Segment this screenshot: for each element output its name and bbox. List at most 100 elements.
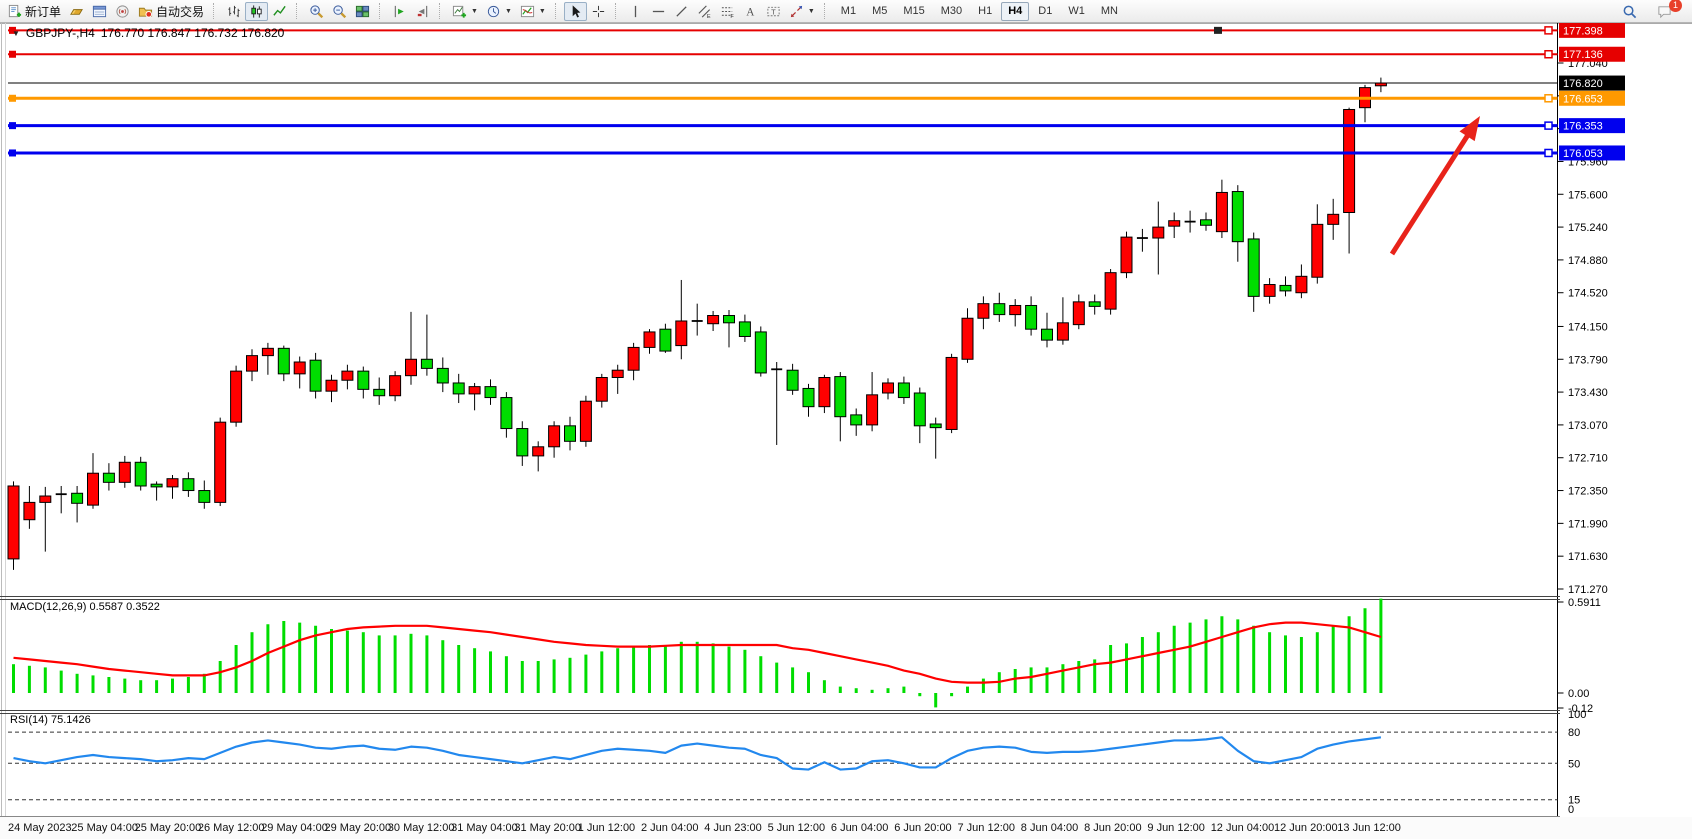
price-tag xyxy=(1559,145,1625,161)
symbol-dropdown-icon[interactable]: ▼ xyxy=(12,28,20,38)
candle xyxy=(866,394,879,426)
toolbar-button-indicators[interactable]: ▼ xyxy=(516,2,550,21)
price-tick-label: 172.710 xyxy=(1568,453,1608,465)
price-tag xyxy=(1559,118,1625,134)
price-tick-label: 171.990 xyxy=(1568,518,1608,530)
toolbar-button-trend-line[interactable] xyxy=(670,2,693,21)
chevron-down-icon[interactable]: ▼ xyxy=(538,7,546,15)
toolbar: 新订单 自动交易 ▼ ▼ ▼ E F A T ▼ M1 M5 M15 M30 H1 H4 D1 W1 MN 1 xyxy=(0,0,1692,23)
market-watch-icon xyxy=(70,8,83,15)
toolbar-button-candle-chart[interactable] xyxy=(245,1,269,21)
candle xyxy=(1041,328,1053,341)
toolbar-button-text[interactable]: A xyxy=(739,2,762,21)
timeframe-D1[interactable]: D1 xyxy=(1038,4,1053,17)
toolbar-button-crosshair[interactable] xyxy=(587,2,610,21)
hline-handle-left[interactable] xyxy=(9,94,16,102)
hline-handle-right[interactable] xyxy=(1544,26,1553,35)
toolbar-group-objects: ▼ ▼ ▼ xyxy=(448,0,550,22)
time-axis-label: 6 Jun 04:00 xyxy=(831,822,889,834)
hline-handle-left[interactable] xyxy=(9,149,16,157)
notification-badge: 1 xyxy=(1669,0,1682,12)
toolbar-button-notifications[interactable]: 1 xyxy=(1653,0,1682,21)
candle xyxy=(1295,275,1308,294)
horizontal-line-icon xyxy=(652,10,664,12)
toolbar-button-new-chart[interactable]: ▼ xyxy=(448,2,482,21)
toolbar-button-text-label[interactable]: T xyxy=(762,2,785,21)
text-icon: A xyxy=(746,6,755,18)
hline-handle-right[interactable] xyxy=(1544,94,1553,103)
time-axis-label: 5 Jun 12:00 xyxy=(768,822,826,834)
candle xyxy=(150,483,163,488)
price-tick-label: 172.350 xyxy=(1568,486,1608,498)
toolbar-button-search[interactable] xyxy=(1618,2,1641,21)
candle xyxy=(564,425,576,442)
toolbar-button-data-window[interactable] xyxy=(88,2,111,21)
toolbar-button-new-order[interactable]: 新订单 xyxy=(3,2,65,21)
hline-handle-right[interactable] xyxy=(1544,49,1553,59)
candle xyxy=(532,446,545,457)
candle xyxy=(261,347,274,357)
timeframe-H4[interactable]: H4 xyxy=(1001,1,1030,21)
chevron-down-icon[interactable]: ▼ xyxy=(807,7,815,15)
chevron-down-icon[interactable]: ▼ xyxy=(504,7,512,15)
toolbar-button-horizontal-line[interactable] xyxy=(647,2,670,21)
candle xyxy=(39,495,52,503)
arrow-annotation-head[interactable] xyxy=(1459,116,1480,142)
hline-handle-mid[interactable] xyxy=(1214,26,1222,34)
rsi-level-label: 80 xyxy=(1568,727,1580,739)
toolbar-button-bar-chart[interactable] xyxy=(222,2,245,21)
channel-icon: E xyxy=(698,4,711,19)
toolbar-button-period-selector[interactable]: ▼ xyxy=(482,2,516,21)
candle xyxy=(1072,301,1085,326)
candle xyxy=(595,377,608,402)
toolbar-separator xyxy=(823,3,829,19)
vertical-line-icon xyxy=(634,5,636,17)
price-tag-label: 177.398 xyxy=(1563,25,1603,37)
candle xyxy=(961,317,974,360)
svg-text:T: T xyxy=(771,7,776,16)
hline-handle-left[interactable] xyxy=(9,26,16,34)
timeframe-M30[interactable]: M30 xyxy=(940,4,963,17)
price-tick-label: 173.430 xyxy=(1568,387,1608,399)
hline-handle-left[interactable] xyxy=(9,122,16,130)
toolbar-button-line-chart[interactable] xyxy=(268,2,291,21)
toolbar-button-zoom-in[interactable] xyxy=(305,2,328,21)
toolbar-button-cursor[interactable] xyxy=(563,1,587,21)
toolbar-button-auto-scroll[interactable] xyxy=(411,2,434,21)
rsi-indicator-label: RSI(14) 75.1426 xyxy=(10,714,91,726)
toolbar-button-chart-shift[interactable] xyxy=(388,2,411,21)
arrow-annotation-shaft[interactable] xyxy=(1389,131,1472,256)
timeframe-H1[interactable]: H1 xyxy=(978,4,993,17)
timeframe-M1[interactable]: M1 xyxy=(840,4,857,17)
hline-handle-right[interactable] xyxy=(1544,121,1553,130)
time-axis-label: 30 May 12:00 xyxy=(388,822,455,834)
price-tag-label: 176.820 xyxy=(1563,78,1603,90)
toolbar-button-auto-trading[interactable]: 自动交易 xyxy=(134,2,208,21)
price-tick-label: 175.600 xyxy=(1568,189,1608,201)
timeframe-M15[interactable]: M15 xyxy=(903,4,925,17)
timeframe-W1[interactable]: W1 xyxy=(1068,4,1085,17)
timeframe-M5[interactable]: M5 xyxy=(872,4,888,17)
time-axis-label: 12 Jun 04:00 xyxy=(1211,822,1275,834)
toolbar-button-fibonacci[interactable]: F xyxy=(716,2,739,21)
toolbar-button-vertical-line[interactable] xyxy=(624,2,647,21)
toolbar-button-zoom-out[interactable] xyxy=(328,2,351,21)
svg-text:A: A xyxy=(746,6,755,18)
candle xyxy=(102,472,115,483)
toolbar-button-navigator[interactable] xyxy=(111,2,134,21)
price-tag xyxy=(1559,46,1625,62)
toolbar-button-arrow-tools[interactable]: ▼ xyxy=(785,2,819,21)
hline-handle-right[interactable] xyxy=(1544,148,1553,158)
toolbar-button-tile-windows[interactable] xyxy=(351,2,374,21)
new-order-icon xyxy=(8,4,22,17)
chevron-down-icon[interactable]: ▼ xyxy=(471,7,478,15)
timeframe-MN[interactable]: MN xyxy=(1100,4,1118,17)
candle xyxy=(1200,219,1212,226)
toolbar-button-equidistant-channel[interactable]: E xyxy=(693,2,716,21)
candle xyxy=(659,328,672,352)
chart-shift-icon xyxy=(394,5,404,17)
toolbar-button-market-watch[interactable] xyxy=(65,2,88,21)
candle xyxy=(341,370,354,381)
hline-handle-left[interactable] xyxy=(9,50,16,58)
